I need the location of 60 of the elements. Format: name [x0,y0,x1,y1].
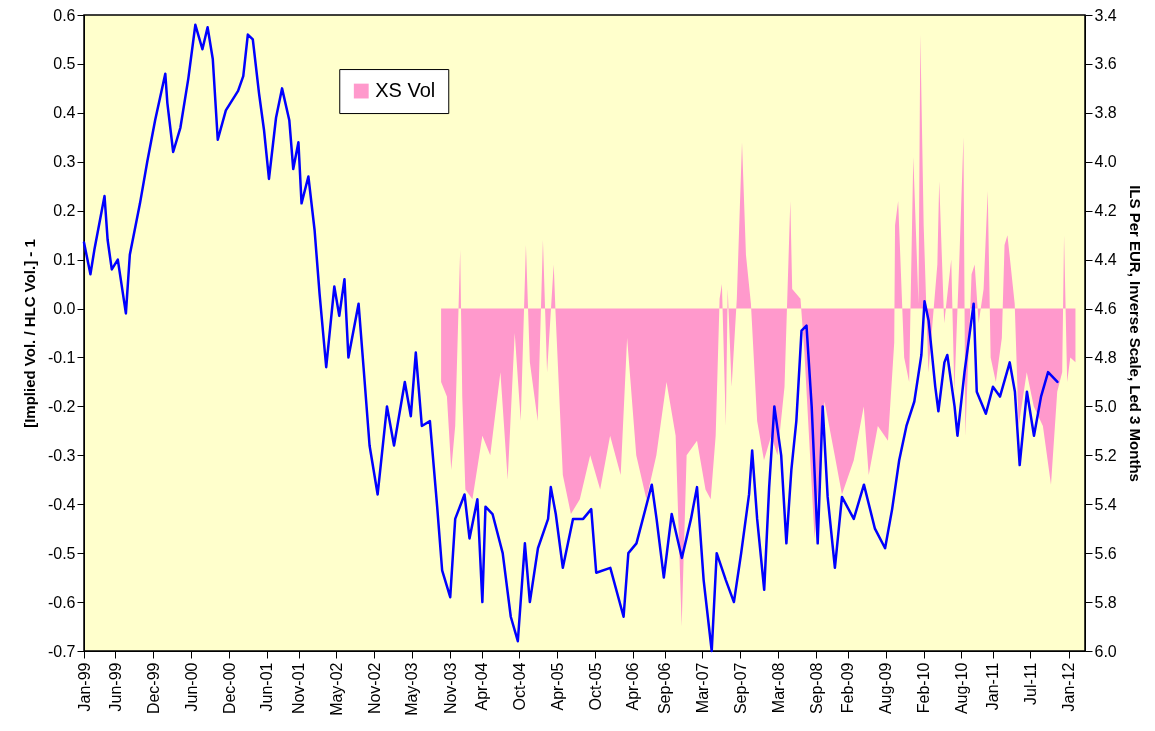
legend-label: XS Vol [375,79,436,102]
line-series [82,23,1059,653]
x-tick-label: Feb-10 [915,662,933,714]
y-tick-label: -0.2 [47,397,76,415]
y2-tick-label: 3.6 [1094,55,1117,73]
x-tick-label: Aug-10 [952,662,970,715]
y2-tick-label: 4.2 [1094,202,1117,220]
x-tick-label: Jan-11 [984,662,1002,711]
y-tick-label: 0.2 [53,202,76,220]
x-tick-label: Apr-04 [473,662,491,711]
y-tick-label: -0.6 [47,593,76,611]
x-tick-label: Jun-00 [182,662,200,712]
x-tick-label: Apr-05 [548,662,566,711]
x-tick-label: Feb-09 [839,662,857,714]
x-tick-label: Dec-00 [220,662,238,715]
y2-tick-label: 3.8 [1094,104,1117,122]
y2-tick-label: 4.6 [1094,300,1117,318]
y-tick-label: 0.1 [53,251,76,269]
y-tick-label: 0.5 [53,55,76,73]
y2-tick-label: 4.0 [1094,153,1117,171]
y-axis-title: [Implied Vol. / HLC Vol.] - 1 [20,239,38,428]
x-tick-label: Sep-07 [731,662,749,715]
x-tick-label: Jun-01 [258,662,276,712]
y2-tick-label: 3.4 [1094,6,1117,24]
y-tick-label: 0.6 [53,6,76,24]
y-tick-label: 0.4 [53,104,76,122]
x-tick-label: Jan-99 [75,662,93,712]
y-tick-label: -0.7 [47,642,76,660]
y-tick-label: -0.5 [47,544,76,562]
x-tick-label: Oct-05 [586,662,604,711]
y-tick-label: -0.1 [47,348,76,366]
x-tick-label: Mar-08 [769,662,787,714]
x-tick-label: May-03 [403,662,421,716]
x-tick-label: May-02 [327,662,345,716]
y2-tick-label: 5.4 [1094,495,1117,513]
y2-tick-label: 4.8 [1094,348,1117,366]
y2-tick-label: 6.0 [1094,642,1117,660]
x-tick-label: Sep-06 [656,662,674,715]
y2-tick-label: 5.6 [1094,544,1117,562]
x-tick-label: Dec-99 [144,662,162,715]
y-tick-label: -0.4 [47,495,76,513]
x-tick-label: Nov-01 [290,662,308,715]
x-tick-label: Aug-09 [877,662,895,715]
x-tick-label: Apr-06 [624,662,642,711]
x-tick-label: Jan-12 [1060,662,1078,712]
x-tick-label: Mar-07 [693,662,711,714]
x-tick-label: Jul-11 [1021,662,1039,705]
y2-tick-label: 4.4 [1094,251,1117,269]
y-tick-label: -0.3 [47,446,76,464]
y2-tick-label: 5.2 [1094,446,1117,464]
x-tick-label: Jun-99 [106,662,124,712]
y-tick-label: 0.0 [53,300,76,318]
y2-tick-label: 5.8 [1094,593,1117,611]
x-tick-label: Nov-03 [441,662,459,715]
x-tick-label: Sep-08 [807,662,825,715]
y-tick-label: 0.3 [53,153,76,171]
y2-axis-title: ILS Per EUR, Inverse Scale, Led 3 Months [1126,185,1144,482]
x-tick-label: Oct-04 [510,662,528,711]
x-tick-label: Nov-02 [365,662,383,715]
y2-tick-label: 5.0 [1094,397,1117,415]
